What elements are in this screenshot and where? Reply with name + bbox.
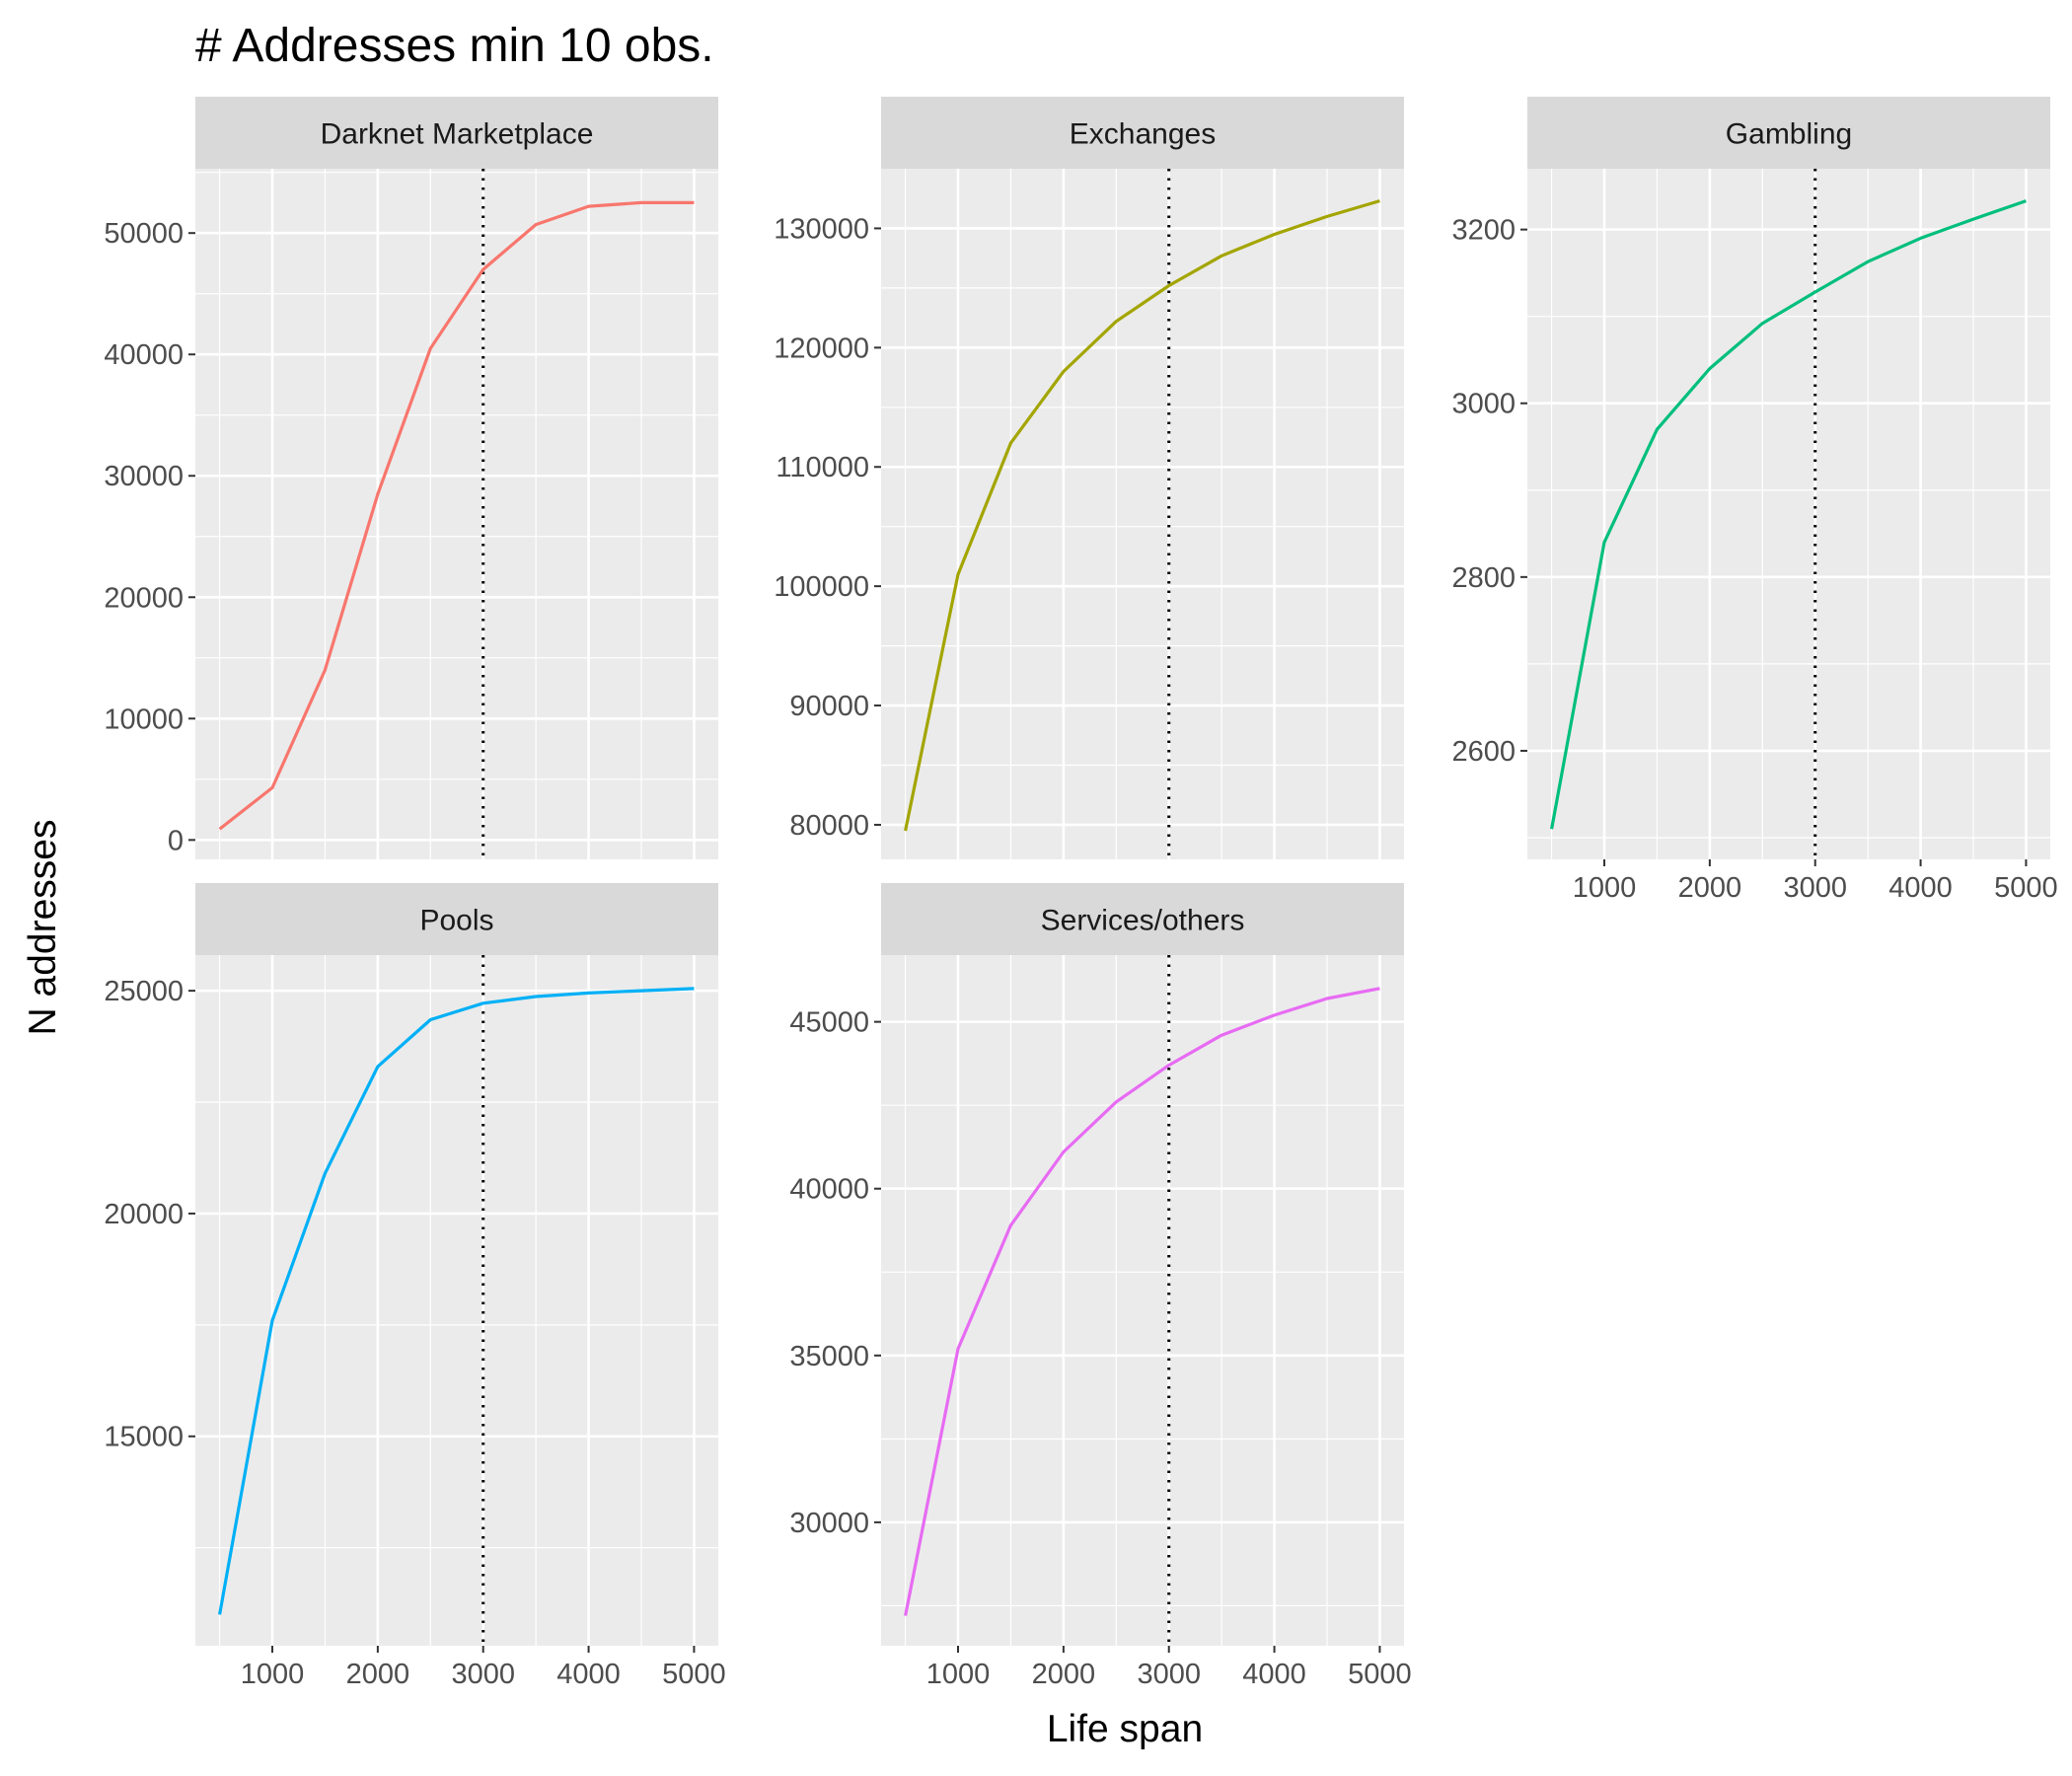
y-tick-label: 130000: [774, 213, 869, 245]
x-tick-label: 5000: [1348, 1659, 1412, 1690]
y-tick-label: 3200: [1451, 215, 1516, 247]
y-tick-label: 2600: [1451, 736, 1516, 768]
x-tick-label: 1000: [926, 1659, 991, 1690]
strip-label-services-others: Services/others: [1041, 905, 1245, 937]
y-axis-title: N addresses: [22, 820, 64, 1036]
plot-background-exchanges: [881, 169, 1404, 859]
series-line-pools: [218, 987, 695, 1615]
panel-exchanges: Exchanges 80000 90000 100000 110000 120000 130…: [774, 97, 1404, 859]
panel-services-others: Services/others 30000 35000 40000 45000 1000 2…: [789, 883, 1412, 1690]
y-tick-label: 40000: [789, 1174, 869, 1206]
y-tick-label: 30000: [104, 461, 184, 492]
y-tick-label: 10000: [104, 703, 184, 735]
x-tick-label: 3000: [1783, 872, 1847, 904]
panel-gambling: Gambling 2600 2800 3000 3200 1000 2000 3000 4000…: [1451, 97, 2058, 904]
y-tick-label: 120000: [774, 333, 869, 364]
strip-label-darknet-marketplace: Darknet Marketplace: [321, 118, 594, 151]
panel-pools: Pools 15000 20000 25000 1000 2000 3000 4000 5000: [104, 883, 726, 1690]
y-tick-label: 20000: [104, 582, 184, 614]
y-tick-label: 2800: [1451, 562, 1516, 594]
x-tick-label: 2000: [1032, 1659, 1096, 1690]
panel-darknet-marketplace: Darknet Marketplace 0 10000 20000 30000 40000…: [104, 97, 718, 859]
y-tick-label: 15000: [104, 1422, 184, 1453]
y-tick-label: 20000: [104, 1199, 184, 1230]
x-axis-title: Life span: [1047, 1708, 1203, 1750]
x-tick-label: 3000: [451, 1659, 515, 1690]
y-tick-label: 50000: [104, 218, 184, 250]
plot-background-gambling: [1527, 169, 2050, 859]
y-tick-label: 110000: [776, 452, 869, 483]
strip-darknet-marketplace: [195, 97, 718, 169]
series-line-exchanges: [904, 199, 1380, 832]
x-tick-label: 4000: [1888, 872, 1953, 904]
strip-label-gambling: Gambling: [1726, 118, 1852, 151]
x-tick-label: 4000: [1242, 1659, 1306, 1690]
y-tick-label: 3000: [1451, 389, 1516, 420]
plot-background-darknet-marketplace: [195, 169, 718, 859]
x-tick-label: 5000: [1994, 872, 2058, 904]
y-tick-label: 25000: [104, 976, 184, 1007]
y-tick-label: 30000: [789, 1508, 869, 1539]
y-tick-label: 40000: [104, 339, 184, 371]
plot-background-pools: [195, 955, 718, 1646]
strip-label-exchanges: Exchanges: [1070, 118, 1216, 151]
x-tick-label: 1000: [241, 1659, 305, 1690]
strip-pools: [195, 883, 718, 955]
x-tick-label: 1000: [1573, 872, 1637, 904]
strip-gambling: [1527, 97, 2050, 169]
y-tick-label: 0: [168, 825, 184, 856]
y-tick-label: 90000: [789, 691, 869, 722]
plot-background-services-others: [881, 955, 1404, 1646]
strip-services-others: [881, 883, 1404, 955]
y-tick-label: 100000: [774, 571, 869, 603]
x-tick-label: 2000: [346, 1659, 410, 1690]
x-tick-label: 2000: [1678, 872, 1742, 904]
series-line-gambling: [1550, 199, 2027, 830]
panels: Darknet Marketplace 0 10000 20000 30000 40000…: [104, 97, 2058, 1690]
x-tick-label: 3000: [1137, 1659, 1201, 1690]
y-tick-label: 35000: [789, 1341, 869, 1372]
y-tick-label: 45000: [789, 1007, 869, 1039]
strip-label-pools: Pools: [419, 905, 493, 937]
y-tick-label: 80000: [789, 810, 869, 842]
series-line-services-others: [904, 987, 1380, 1616]
x-tick-label: 4000: [556, 1659, 621, 1690]
strip-exchanges: [881, 97, 1404, 169]
x-tick-label: 5000: [662, 1659, 726, 1690]
series-line-darknet-marketplace: [218, 200, 695, 831]
chart-title: # Addresses min 10 obs.: [195, 20, 714, 72]
